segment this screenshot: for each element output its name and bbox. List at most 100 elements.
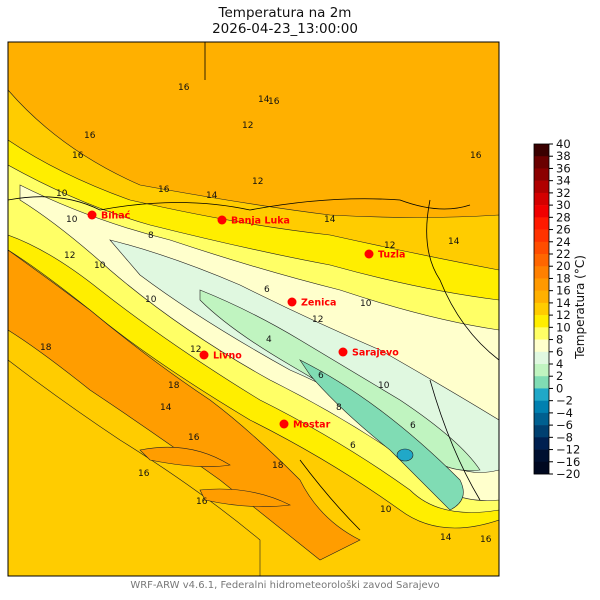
- colorbar-tick-label: 36: [556, 161, 571, 175]
- city-marker: [87, 210, 97, 220]
- map-frame: [7, 41, 500, 577]
- contour-label: 12: [64, 251, 75, 261]
- colorbar-swatch: [534, 437, 549, 450]
- colorbar-tick-label: 10: [556, 320, 571, 334]
- contour-label: 18: [168, 381, 180, 391]
- region-coast-18-20: [8, 249, 361, 561]
- contour-label: 16: [84, 131, 96, 141]
- city-marker: [217, 215, 227, 225]
- contour-label: 10: [56, 189, 68, 199]
- contour-label: 16: [72, 151, 84, 161]
- region-2-4: [299, 359, 464, 511]
- colorbar-tick-label: −16: [556, 455, 580, 469]
- colorbar-swatch: [534, 241, 549, 255]
- colorbar-swatch: [534, 461, 549, 475]
- colorbar-tick-label: 2: [556, 369, 563, 383]
- island: [139, 446, 231, 467]
- colorbar-tick-label: 32: [556, 186, 571, 200]
- city-label: Livno: [213, 351, 242, 362]
- contour-label: 10: [145, 295, 157, 305]
- contour-label: 16: [196, 497, 208, 507]
- colorbar-swatch: [534, 315, 549, 328]
- city-marker: [338, 347, 348, 357]
- contour-label: 6: [350, 441, 356, 451]
- colorbar-tick-label: 8: [556, 333, 563, 347]
- footer-credit: WRF-ARW v4.6.1, Federalni hidrometeorolo…: [130, 580, 440, 591]
- contour-label: 16: [158, 185, 170, 195]
- city-marker: [279, 419, 289, 429]
- city-marker: [364, 249, 374, 259]
- contour-label: 16: [188, 433, 200, 443]
- colorbar-tick-label: 12: [556, 308, 571, 322]
- colorbar-swatch: [534, 376, 549, 389]
- region-0-2: [396, 448, 414, 462]
- contour-label: 4: [266, 335, 272, 345]
- contour-label: 8: [336, 403, 342, 413]
- contour-label: 6: [318, 371, 324, 381]
- colorbar-swatch: [534, 449, 549, 463]
- contour-label: 10: [94, 261, 106, 271]
- contour-label: 18: [272, 461, 284, 471]
- colorbar-tick-label: 20: [556, 259, 571, 273]
- colorbar-tick-label: 30: [556, 198, 571, 212]
- colorbar-label: Temperatura (°C): [573, 255, 587, 359]
- colorbar-swatch: [534, 278, 549, 291]
- colorbar-swatch: [534, 290, 549, 304]
- region-sea-14-16: [8, 359, 261, 576]
- contour-label: 18: [40, 343, 52, 353]
- colorbar-tick-label: 34: [556, 174, 571, 188]
- contour-label: 10: [378, 381, 390, 391]
- contour-label: 14: [440, 533, 452, 543]
- contour-label: 14: [160, 403, 172, 413]
- colorbar-swatch: [534, 144, 549, 157]
- colorbar-swatch: [534, 339, 549, 353]
- map-subtitle: 2026-04-23_13:00:00: [212, 21, 358, 37]
- colorbar-tick-label: −4: [556, 406, 573, 420]
- colorbar-frame: [533, 143, 550, 475]
- contour-label: 14: [448, 237, 460, 247]
- colorbar-tick-label: 38: [556, 149, 571, 163]
- contour-label: 16: [470, 151, 482, 161]
- contour-label: 14: [206, 191, 218, 201]
- colorbar-swatch: [534, 168, 549, 181]
- contour-label: 8: [148, 231, 154, 241]
- city-label: Sarajevo: [352, 348, 399, 359]
- colorbar-swatch: [534, 156, 549, 169]
- colorbar-tick-label: 26: [556, 223, 571, 237]
- colorbar-tick-label: −6: [556, 418, 573, 432]
- colorbar-tick-label: 4: [556, 357, 563, 371]
- colorbar-swatch: [534, 254, 549, 267]
- city-label: Zenica: [301, 298, 336, 309]
- colorbar-tick-label: 40: [556, 137, 571, 151]
- colorbar-tick-label: 16: [556, 284, 571, 298]
- colorbar-swatch: [534, 400, 549, 414]
- colorbar-tick-label: −2: [556, 394, 573, 408]
- contour-label: 14: [258, 95, 270, 105]
- contour-label: 6: [264, 285, 270, 295]
- colorbar-tick-label: 24: [556, 235, 571, 249]
- colorbar-swatch: [534, 205, 549, 218]
- map-title: Temperatura na 2m: [218, 5, 352, 21]
- contour-label: 16: [178, 83, 190, 93]
- colorbar-swatch: [534, 364, 549, 377]
- city-label: Bihać: [101, 211, 131, 222]
- colorbar-swatch: [534, 302, 549, 316]
- city-label: Banja Luka: [231, 216, 290, 227]
- border-line: [8, 42, 499, 531]
- contour-label: 12: [252, 177, 263, 187]
- contour-label: 12: [190, 345, 201, 355]
- colorbar-swatch: [534, 229, 549, 243]
- colorbar-swatch: [534, 412, 549, 426]
- contour-label: 12: [312, 315, 323, 325]
- colorbar-swatch: [534, 217, 549, 230]
- contour-label: 10: [380, 505, 392, 515]
- colorbar-tick-label: 14: [556, 296, 571, 310]
- city-label: Tuzla: [378, 250, 405, 261]
- contour-label: 12: [384, 241, 395, 251]
- colorbar-swatch: [534, 266, 549, 279]
- colorbar-tick-label: 6: [556, 345, 563, 359]
- colorbar-tick-label: −8: [556, 430, 573, 444]
- contour-label: 6: [410, 421, 416, 431]
- island: [199, 488, 292, 507]
